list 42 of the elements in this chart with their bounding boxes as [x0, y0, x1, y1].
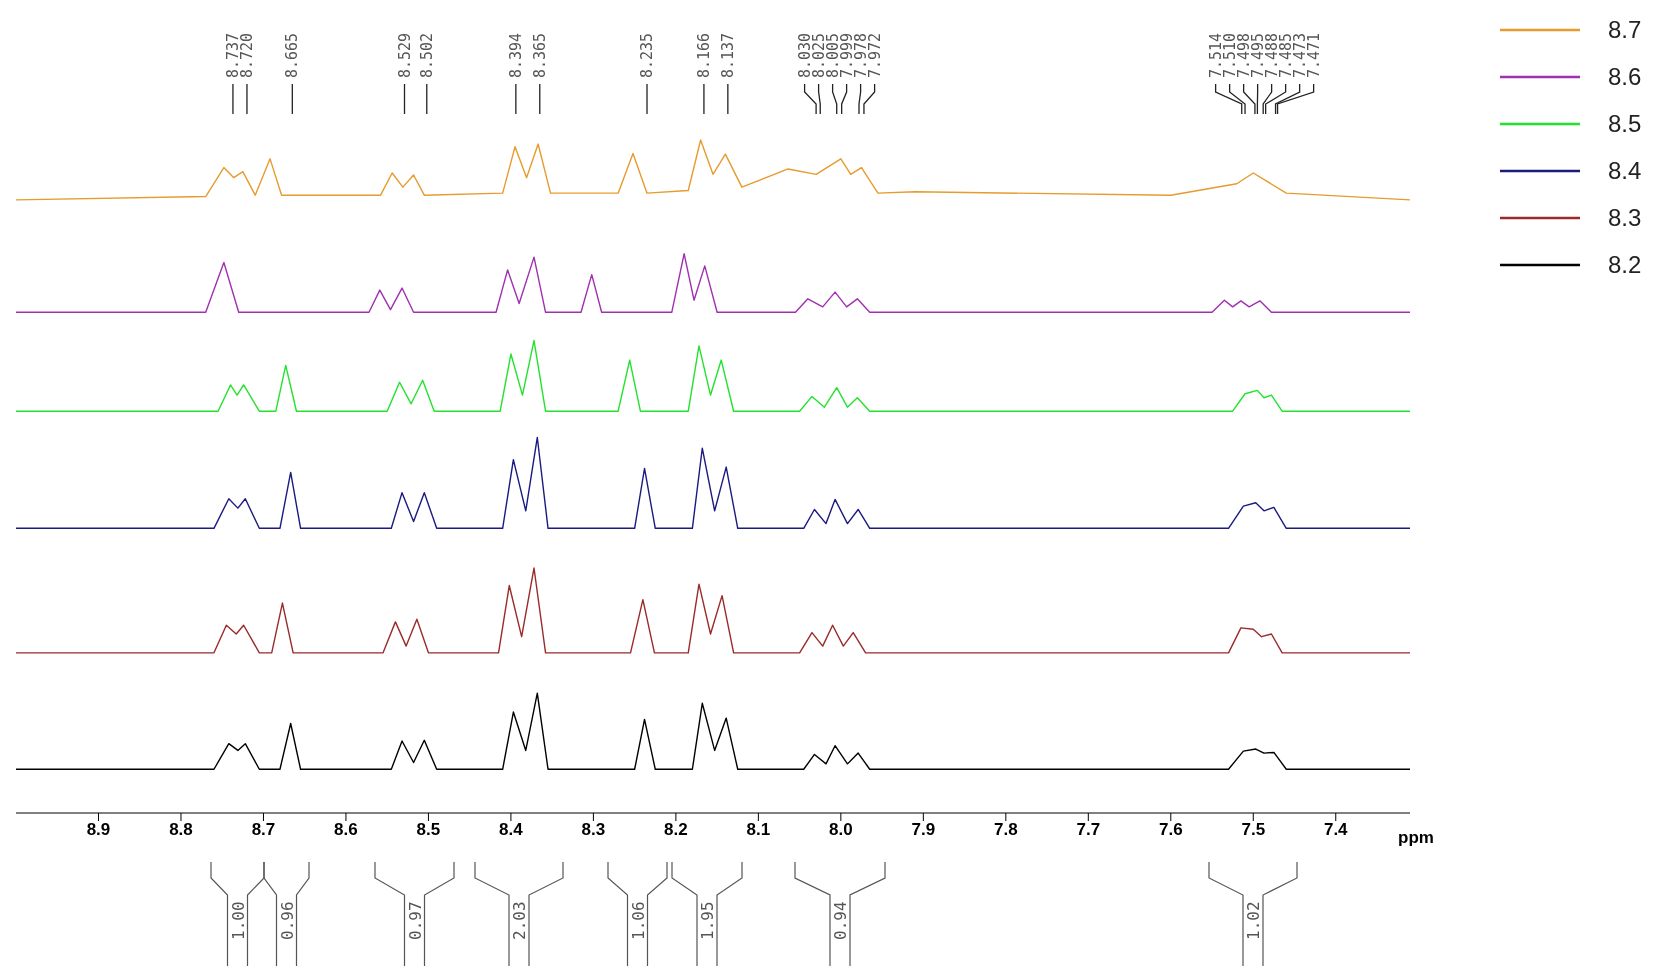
text: 1.02	[1244, 901, 1263, 940]
x-tick-label: 8.7	[251, 820, 276, 840]
annotation: 8.365	[530, 32, 549, 78]
x-tick-label: 8.2	[664, 820, 688, 840]
x-tick-label: 7.8	[994, 820, 1018, 840]
x-tick-label: 7.9	[911, 820, 936, 840]
x-tick-label: 7.6	[1158, 820, 1183, 840]
x-tick-label: 8.0	[829, 820, 853, 840]
annotation: 8.166	[694, 32, 713, 78]
annotation: 8.137	[718, 32, 737, 78]
x-tick-label: 8.8	[169, 820, 193, 840]
x-tick-label: 8.3	[581, 820, 606, 840]
x-tick-label: 8.5	[416, 820, 441, 840]
text: 7.471	[1304, 32, 1323, 78]
x-tick-label: 8.9	[86, 820, 111, 840]
legend-label: 8.7	[1608, 15, 1642, 44]
x-tick-label: 8.6	[334, 820, 358, 840]
legend-label: 8.4	[1608, 156, 1642, 185]
annotation: 8.665	[283, 32, 302, 78]
text: 2.03	[510, 901, 529, 940]
annotation: 8.720	[237, 32, 256, 78]
x-axis-title: ppm	[1398, 828, 1434, 847]
text: 0.97	[405, 901, 425, 940]
legend-label: 8.6	[1608, 62, 1642, 91]
annotation: 7.972	[865, 32, 884, 78]
legend-label: 8.3	[1608, 203, 1642, 232]
legend-label: 8.5	[1608, 109, 1642, 138]
annotation: 8.235	[638, 32, 657, 78]
x-tick-label: 7.7	[1076, 820, 1101, 840]
x-tick-label: 7.4	[1323, 820, 1349, 840]
x-tick-label: 8.4	[499, 820, 524, 840]
text: 1.06	[628, 901, 648, 940]
text: 1.95	[698, 901, 717, 940]
annotation: 8.394	[506, 32, 525, 78]
x-tick-label: 7.5	[1241, 820, 1266, 840]
legend-label: 8.2	[1608, 250, 1642, 279]
annotation: 8.502	[417, 32, 436, 78]
x-tick-label: 8.1	[746, 820, 771, 840]
text: 0.96	[277, 901, 297, 940]
text: 1.00	[228, 901, 248, 940]
text: 0.94	[831, 901, 850, 940]
annotation: 8.529	[395, 32, 414, 78]
